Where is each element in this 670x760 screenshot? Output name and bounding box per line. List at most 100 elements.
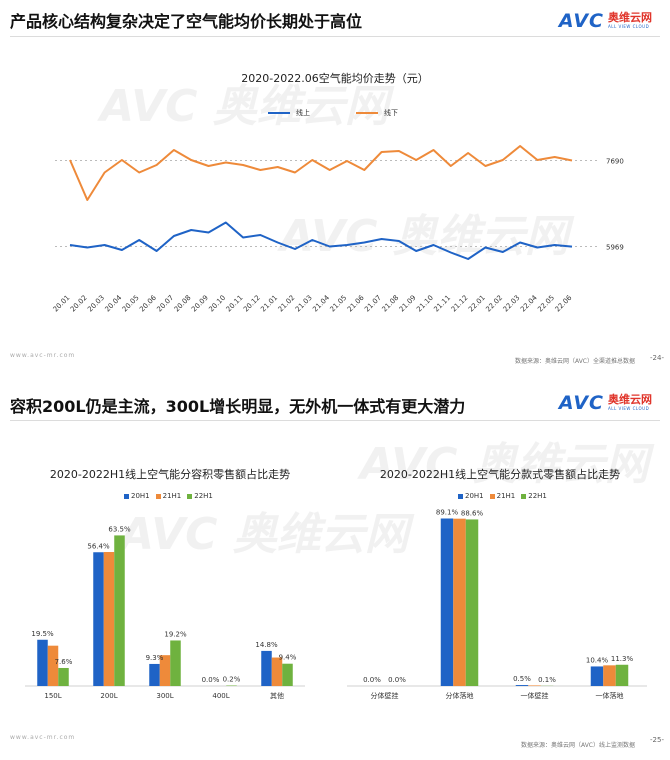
bar-22h1 [170,640,181,686]
bar-20h1 [515,685,529,686]
data-label: 9.4% [279,654,297,662]
series-line-offline [69,145,573,201]
page-number: -24- [650,354,664,362]
x-tick-label: 22.06 [554,293,574,313]
chart-legend: 线上 线下 [268,108,404,118]
data-label: 7.6% [55,658,73,666]
x-tick-label: 22.01 [467,294,487,314]
data-label: 19.2% [164,630,187,638]
x-tick-label: 21.08 [380,294,400,314]
logo-avc-mark: AVC [558,10,604,32]
x-tick-label: 20.08 [173,294,193,314]
legend-item-21h1: 21H1 [489,492,516,500]
legend-swatch [489,493,495,499]
bar-22h1 [282,663,293,686]
legend-item-offline: 线下 [356,108,398,118]
bar-20h1 [590,666,604,686]
x-tick-label: 21.03 [294,294,314,314]
bar-22h1 [58,667,69,686]
legend-swatch [124,493,129,499]
source-note: 数据来源：奥维云网（AVC）全渠道推总数据 [514,358,635,365]
logo-en-text: ALL VIEW CLOUD [608,24,650,29]
bar-20h1 [440,518,454,686]
x-tick-label: 20.11 [225,294,245,314]
x-tick-label: 20.09 [190,294,210,314]
data-label: 88.6% [461,509,484,517]
x-tick-label: 21.06 [346,293,366,313]
x-tick-label: 20.12 [242,294,262,314]
bar-22h1 [615,664,629,686]
legend-label: 20H1 [131,492,150,500]
legend-swatch [521,493,527,499]
bar-chart-style: 分体壁挂 分体落地 一体壁挂 一体落地 0.0% 0.0% 89.1% 88.6% 0.5% 0.… [347,508,647,700]
x-tick-label: 21.09 [398,294,418,314]
x-tick-label: 150L [44,692,61,700]
bar-22h1 [114,535,125,686]
legend-label: 22H1 [528,492,547,500]
bar-20h1 [149,663,160,686]
x-tick-label: 20.03 [86,294,106,314]
legend-label: 21H1 [162,492,182,500]
data-label: 5969 [606,244,624,252]
chart-title: 2020-2022H1线上空气能分款式零售额占比走势 [379,468,621,481]
line-chart: 7690596920.0120.0220.0320.0420.0520.0620… [52,145,624,314]
data-label: 0.2% [223,676,241,684]
x-tick-label: 21.11 [432,294,452,314]
x-tick-label: 一体落地 [596,691,624,700]
bar-21h1 [159,655,171,686]
data-label: 0.0% [388,676,406,684]
data-label: 0.1% [538,676,556,684]
data-label: 89.1% [436,508,459,516]
x-tick-label: 21.04 [311,293,331,313]
bar-21h1 [603,665,616,686]
x-tick-label: 分体壁挂 [371,691,399,700]
bar-20h1 [261,650,272,686]
slide-share-trend: AVC 奥维云网 AVC 奥维云网 容积200L仍是主流，300L增长明显，无外… [0,388,670,760]
x-tick-label: 20.10 [207,294,227,314]
x-tick-label: 22.02 [484,294,504,314]
title-divider [10,36,660,37]
legend-item-online: 线上 [268,108,310,118]
x-tick-label: 22.03 [502,294,522,314]
data-label: 11.3% [611,655,634,663]
data-label: 9.3% [146,654,164,662]
title-divider [10,420,660,421]
slide-price-trend: AVC 奥维云网 AVC 奥维云网 产品核心结构复杂决定了空气能均价长期处于高位… [0,0,670,372]
chart-title: 2020-2022.06空气能均价走势（元） [241,72,429,85]
logo-cn-text: 奥维云网 [608,11,652,24]
data-label: 10.4% [586,656,609,664]
bar-20h1 [93,552,104,686]
x-tick-label: 20.02 [69,294,89,314]
x-tick-label: 20.07 [155,294,175,314]
legend-item-22h1: 22H1 [521,492,547,500]
legend-item-20h1: 20H1 [124,492,150,500]
data-label: 19.5% [31,630,54,638]
website-text: www.avc-mr.com [10,352,76,359]
slide-title: 容积200L仍是主流，300L增长明显，无外机一体式有更大潜力 [10,397,466,416]
bar-21h1 [528,685,541,686]
x-tick-label: 300L [156,692,173,700]
bar-21h1 [47,645,59,686]
data-label: 0.0% [202,676,220,684]
bar-22h1 [465,519,479,686]
x-tick-label: 21.05 [329,294,349,314]
bar-20h1 [37,639,48,686]
legend-item-21h1: 21H1 [155,492,182,500]
x-tick-label: 20.06 [138,293,158,313]
slide-title: 产品核心结构复杂决定了空气能均价长期处于高位 [10,12,363,31]
x-tick-label: 其他 [270,691,284,700]
data-label: 0.0% [363,676,381,684]
page-number: -25- [650,736,664,744]
legend-label: 22H1 [194,492,213,500]
avc-logo: AVC 奥维云网 ALL VIEW CLOUD [559,10,652,32]
bar-chart-capacity: 150L 200L 300L 400L 其他 19.5% 7.6% 56.4% 63.5% 9.3… [25,525,305,700]
bar-21h1 [271,657,283,686]
legend-swatch [155,493,161,499]
legend-label: 21H1 [496,492,516,500]
bar-21h1 [103,552,115,686]
data-label: 56.4% [87,542,110,550]
data-label: 7690 [606,158,624,166]
legend-item-22h1: 22H1 [187,492,213,500]
logo-cn-text: 奥维云网 [608,393,652,406]
x-tick-label: 200L [100,692,117,700]
